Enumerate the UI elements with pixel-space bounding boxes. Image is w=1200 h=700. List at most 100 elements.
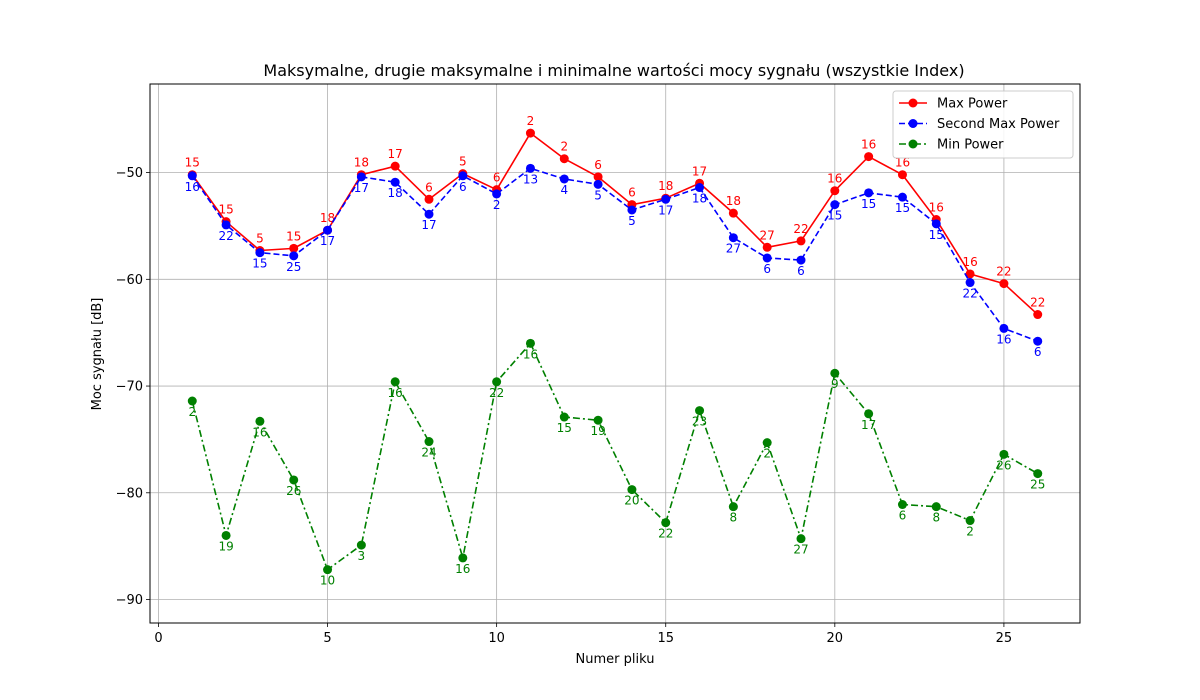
- data-label: 22: [489, 386, 504, 400]
- legend-marker: [908, 119, 918, 128]
- legend-label: Min Power: [937, 138, 1004, 153]
- data-label: 6: [493, 171, 501, 185]
- legend-entry: Min Power: [899, 138, 1004, 153]
- data-point: [931, 219, 941, 229]
- data-label: 2: [966, 525, 974, 539]
- data-label: 16: [252, 425, 267, 439]
- data-label: 25: [1030, 478, 1045, 492]
- data-point: [492, 189, 502, 199]
- data-label: 6: [459, 180, 467, 194]
- series-line: [191, 342, 1039, 571]
- data-point: [424, 437, 434, 447]
- data-label: 27: [793, 543, 808, 557]
- x-tick-label: 10: [488, 631, 505, 646]
- data-point: [289, 251, 299, 261]
- y-tick-label: −60: [116, 273, 143, 288]
- data-label: 15: [827, 209, 842, 223]
- data-point: [323, 225, 333, 235]
- data-label: 17: [658, 203, 673, 217]
- data-label: 15: [557, 421, 572, 435]
- data-point: [830, 186, 840, 196]
- data-point: [728, 233, 738, 243]
- data-point: [830, 368, 840, 378]
- data-point: [695, 183, 705, 193]
- data-point: [525, 128, 535, 138]
- data-label: 17: [421, 218, 436, 232]
- data-point: [796, 255, 806, 265]
- legend-marker: [908, 139, 918, 149]
- data-point: [999, 323, 1009, 333]
- data-point: [999, 449, 1009, 459]
- data-point: [796, 534, 806, 544]
- data-label: 15: [185, 156, 200, 170]
- data-label: 19: [590, 424, 605, 438]
- y-tick-label: −70: [116, 380, 143, 395]
- y-tick-label: −90: [116, 593, 143, 608]
- legend-entry: Max Power: [899, 97, 1008, 112]
- data-label: 5: [459, 155, 467, 169]
- data-point: [627, 205, 637, 215]
- data-point: [897, 170, 907, 180]
- data-point: [796, 236, 806, 246]
- data-label: 17: [354, 181, 369, 195]
- data-label: 18: [692, 192, 707, 206]
- legend: Max Power Second Max Power Min Power: [892, 90, 1074, 159]
- data-point: [999, 279, 1009, 289]
- x-tick-label: 15: [657, 631, 674, 646]
- data-label: 16: [929, 201, 944, 215]
- data-point: [289, 475, 299, 485]
- data-label: 17: [320, 234, 335, 248]
- data-label: 4: [560, 183, 568, 197]
- data-point: [187, 171, 197, 181]
- x-axis-label: Numer pliku: [576, 652, 655, 667]
- data-point: [864, 409, 874, 419]
- data-label: 16: [827, 172, 842, 186]
- data-point: [864, 152, 874, 162]
- data-point: [390, 161, 400, 171]
- data-label: 6: [899, 509, 907, 523]
- data-label: 16: [962, 255, 977, 269]
- data-label: 16: [455, 562, 470, 576]
- data-point: [390, 377, 400, 387]
- data-label: 6: [425, 180, 433, 194]
- data-point: [965, 516, 975, 526]
- data-label: 20: [624, 494, 639, 508]
- plot-area-frame: [149, 83, 1081, 624]
- grid: [150, 84, 1080, 623]
- data-label: 26: [286, 484, 301, 498]
- data-label: 3: [358, 549, 366, 563]
- data-label: 8: [730, 511, 738, 525]
- data-point: [187, 396, 197, 406]
- data-label: 16: [523, 347, 538, 361]
- data-label: 25: [286, 260, 301, 274]
- data-point: [627, 485, 637, 495]
- data-label: 22: [658, 527, 673, 541]
- data-label: 22: [218, 229, 233, 243]
- data-point: [492, 377, 502, 387]
- data-point: [897, 500, 907, 510]
- data-label: 6: [628, 186, 636, 200]
- legend-marker: [908, 98, 918, 108]
- data-point: [864, 188, 874, 198]
- data-label: 15: [929, 228, 944, 242]
- data-label: 24: [421, 446, 436, 460]
- data-point: [661, 518, 671, 528]
- series-second-max-power: 16 22 15 25 17 17 18 17 6 2 13 4 5 5 17 18 27 6 6 15 15 15 15 2…: [185, 163, 1043, 359]
- data-point: [1033, 469, 1043, 479]
- data-point: [390, 177, 400, 187]
- data-label: 18: [320, 211, 335, 225]
- data-point: [762, 253, 772, 263]
- data-label: 27: [760, 228, 775, 242]
- data-label: 17: [692, 164, 707, 178]
- y-tick-label: −50: [116, 166, 143, 181]
- data-label: 22: [793, 222, 808, 236]
- data-point: [559, 174, 569, 184]
- data-point: [728, 502, 738, 512]
- data-point: [965, 278, 975, 288]
- data-label: 15: [895, 201, 910, 215]
- data-label: 22: [996, 265, 1011, 279]
- data-point: [424, 209, 434, 219]
- data-label: 22: [1030, 296, 1045, 310]
- data-point: [593, 172, 603, 182]
